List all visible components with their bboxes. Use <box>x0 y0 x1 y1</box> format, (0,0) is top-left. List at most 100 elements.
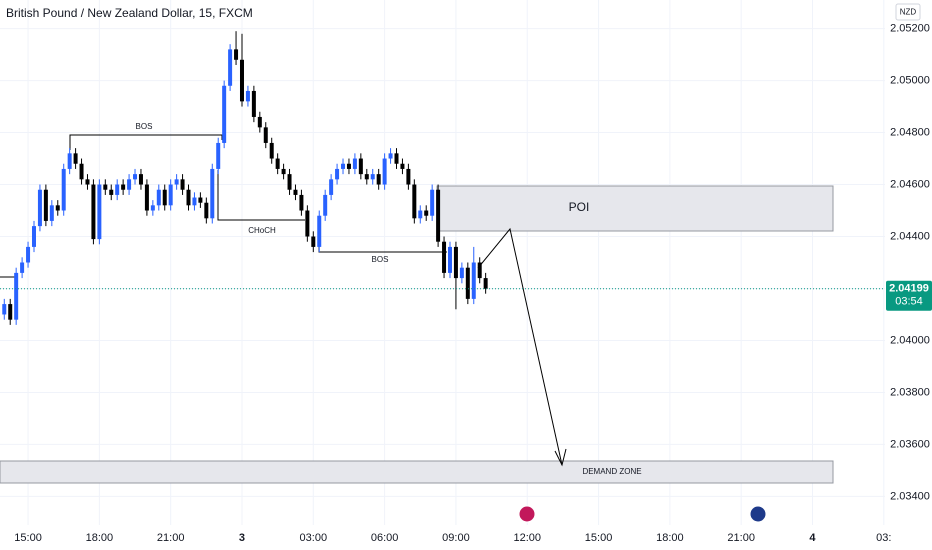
y-tick-label: 2.03400 <box>890 490 930 502</box>
candle-body <box>115 184 120 195</box>
candle-body <box>121 184 126 190</box>
candle-body <box>162 189 167 206</box>
x-tick-label: 09:00 <box>442 532 470 544</box>
candle-body <box>168 184 173 206</box>
y-tick-label: 2.03600 <box>890 438 930 450</box>
annotation: CHoCH <box>248 226 276 235</box>
axes: 2.034002.036002.038002.040002.042002.044… <box>0 22 932 544</box>
candle-body <box>91 184 96 240</box>
candle-body <box>234 49 239 60</box>
candle-body <box>471 262 476 299</box>
bos-line <box>69 134 223 150</box>
candle-body <box>287 174 292 190</box>
candle-body <box>352 158 357 169</box>
y-tick-label: 2.05000 <box>890 74 930 86</box>
x-tick-label: 4 <box>809 532 816 544</box>
x-tick-label: 18:00 <box>86 532 114 544</box>
candle-body <box>210 168 215 219</box>
chart-title: British Pound / New Zealand Dollar, 15, … <box>6 6 253 20</box>
x-tick-label: 21:00 <box>157 532 185 544</box>
candle-body <box>275 158 280 169</box>
demand-zone <box>0 460 834 484</box>
candle-body <box>239 59 244 102</box>
candle-body <box>382 158 387 185</box>
candle-body <box>186 189 191 206</box>
candle-body <box>299 194 304 211</box>
y-tick-label: 2.04600 <box>890 178 930 190</box>
bos-line <box>318 240 447 253</box>
candle-body <box>293 189 298 195</box>
annotation: BOS <box>136 122 153 131</box>
candle-body <box>85 179 90 185</box>
candle-body <box>37 189 42 227</box>
candle-body <box>447 246 452 273</box>
arrow-head <box>554 448 567 467</box>
x-tick-label: 03:00 <box>300 532 328 544</box>
candle-body <box>370 174 375 180</box>
candle-body <box>329 179 334 195</box>
candle-body <box>311 236 316 247</box>
candle-body <box>418 210 423 219</box>
candle-body <box>412 184 417 219</box>
candle-body <box>245 90 250 102</box>
candle-body <box>103 184 108 190</box>
annotation: POI <box>569 200 590 214</box>
candle-body <box>269 142 274 159</box>
x-tick-label: 15:00 <box>14 532 42 544</box>
drawings <box>0 134 834 484</box>
x-tick-label: 06:00 <box>371 532 399 544</box>
candle-body <box>251 90 256 117</box>
x-tick-label: 15:00 <box>585 532 613 544</box>
candle-body <box>31 226 36 247</box>
x-tick-label: 03: <box>876 532 891 544</box>
candle-body <box>358 158 363 175</box>
candle-body <box>43 189 48 221</box>
candle-body <box>335 168 340 180</box>
candle-body <box>346 163 351 169</box>
candle-body <box>192 197 197 206</box>
candle-body <box>281 168 286 175</box>
candle-body <box>364 174 369 180</box>
candles <box>2 31 488 325</box>
x-tick-label: 18:00 <box>656 532 684 544</box>
y-tick-label: 2.04000 <box>890 334 930 346</box>
last-price-box <box>886 280 932 311</box>
currency: NZD <box>900 8 917 17</box>
annotation: BOS <box>372 255 389 264</box>
candle-body <box>263 127 268 143</box>
y-tick-label: 2.05200 <box>890 22 930 34</box>
candle-body <box>459 267 464 279</box>
event-icon[interactable] <box>518 505 536 523</box>
candle-body <box>477 262 482 279</box>
candle-body <box>14 272 19 320</box>
candle-body <box>424 210 429 216</box>
candle-body <box>204 202 209 219</box>
candle-body <box>430 189 435 216</box>
choch-line <box>217 170 305 221</box>
candle-body <box>442 241 447 273</box>
candle-body <box>483 278 488 289</box>
candle-body <box>61 168 66 211</box>
projection-path <box>477 227 563 466</box>
x-tick-label: 12:00 <box>513 532 541 544</box>
candle-body <box>138 174 143 185</box>
candle-body <box>67 153 72 169</box>
candle-body <box>222 85 227 143</box>
poi-zone <box>436 185 834 232</box>
y-tick-label: 2.04800 <box>890 126 930 138</box>
candle-body <box>394 153 399 164</box>
candle-body <box>305 210 310 237</box>
candle-body <box>144 184 149 211</box>
candle-body <box>317 215 322 247</box>
candle-body <box>465 267 470 299</box>
candle-body <box>257 116 262 128</box>
candle-body <box>323 194 328 216</box>
candle-body <box>174 179 179 185</box>
event-icon[interactable] <box>749 505 767 523</box>
candle-body <box>8 304 13 320</box>
candle-body <box>180 179 185 190</box>
candle-body <box>150 205 155 211</box>
currency-box <box>895 3 921 21</box>
candle-body <box>49 205 54 221</box>
